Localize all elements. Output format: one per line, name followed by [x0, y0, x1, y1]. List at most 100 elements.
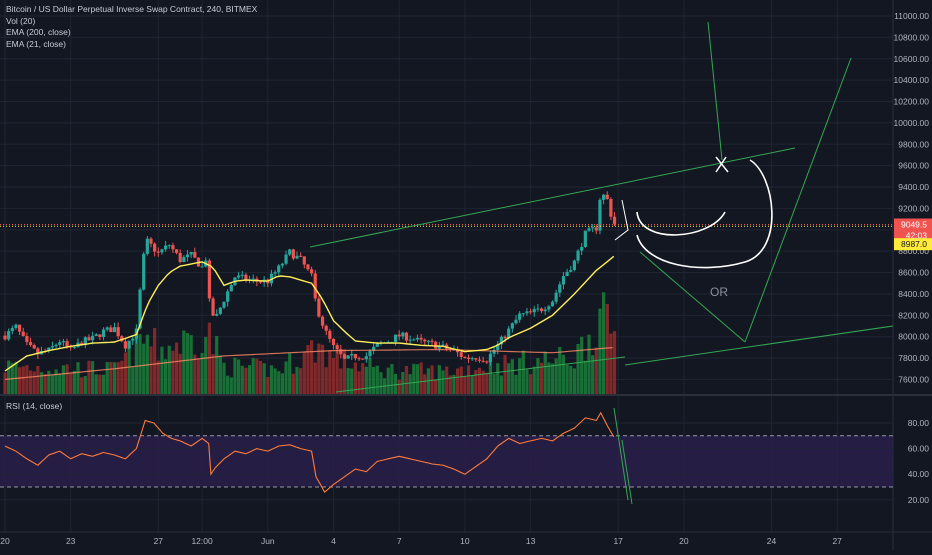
volume-bar: [123, 352, 128, 394]
candle-body: [32, 345, 36, 349]
volume-bar: [496, 363, 500, 394]
candle-body: [222, 301, 226, 308]
candle-body: [120, 336, 124, 342]
volume-bar: [185, 333, 190, 394]
volume-bar: [419, 362, 423, 394]
volume-bar: [98, 374, 102, 394]
volume-bar: [112, 362, 117, 394]
volume-bar: [284, 361, 288, 394]
candle-body: [112, 327, 117, 333]
candle-body: [295, 255, 299, 259]
volume-bar: [65, 364, 69, 394]
volume-bar: [372, 366, 376, 394]
candle-body: [171, 245, 175, 250]
price-tick-label: 10600.00: [894, 54, 930, 64]
volume-bar: [328, 350, 332, 394]
volume-bar: [72, 370, 76, 394]
candle-body: [357, 358, 361, 360]
candle-body: [423, 339, 427, 342]
volume-bar: [375, 365, 379, 394]
price-tick-label: 9600.00: [898, 161, 929, 171]
candle-body: [364, 356, 368, 360]
volume-bar: [463, 376, 467, 394]
candle-body: [280, 263, 284, 266]
indicator-vol[interactable]: Vol (20): [6, 15, 36, 26]
candle-body: [507, 328, 511, 339]
candle-body: [36, 348, 40, 355]
symbol-title[interactable]: Bitcoin / US Dollar Perpetual Inverse Sw…: [6, 4, 258, 14]
rsi-legend[interactable]: RSI (14, close): [6, 401, 63, 411]
candle-body: [602, 194, 606, 200]
volume-bar: [470, 375, 474, 394]
candle-body: [207, 260, 211, 299]
candle-body: [91, 335, 95, 341]
indicator-ema-21[interactable]: EMA (21, close): [6, 38, 66, 49]
volume-bar: [105, 362, 109, 394]
volume-bar: [514, 374, 518, 394]
volume-bar: [379, 372, 383, 394]
candle-body: [25, 336, 29, 343]
volume-bar: [335, 350, 339, 394]
candle-body: [569, 270, 573, 272]
price-tick-label: 8600.00: [898, 268, 929, 278]
candle-body: [342, 354, 347, 359]
candle-body: [240, 274, 244, 276]
price-tick-label: 7800.00: [898, 353, 929, 363]
candle-body: [474, 358, 478, 360]
volume-bar: [127, 341, 131, 394]
volume-bar: [43, 373, 47, 394]
candle-body: [441, 344, 445, 346]
candle-body: [404, 332, 409, 341]
price-tick-label: 10200.00: [894, 97, 930, 107]
candle-body: [499, 336, 503, 345]
volume-bar: [317, 343, 321, 394]
volume-bar: [350, 368, 354, 394]
volume-bar: [499, 375, 503, 394]
volume-bar: [412, 363, 416, 394]
candle-body: [609, 198, 613, 217]
chart-legend: Bitcoin / US Dollar Perpetual Inverse Sw…: [6, 4, 257, 50]
time-tick-label: 20: [679, 536, 689, 546]
volume-bar: [415, 364, 420, 394]
candle-body: [269, 273, 274, 284]
volume-bar: [109, 361, 113, 394]
volume-bar: [466, 365, 471, 394]
candle-body: [536, 308, 540, 310]
volume-bar: [481, 370, 485, 394]
candle-body: [200, 266, 204, 268]
volume-bar: [204, 336, 208, 394]
candle-body: [430, 340, 434, 342]
volume-bar: [50, 374, 55, 394]
ema-21-badge: [894, 238, 932, 251]
candle-body: [558, 284, 562, 293]
volume-bar: [561, 354, 566, 394]
candle-body: [182, 257, 186, 262]
rsi-drop-line-2: [613, 407, 629, 501]
volume-bar: [174, 342, 179, 394]
volume-bar: [507, 363, 511, 394]
volume-bar: [94, 374, 98, 394]
volume-bar: [255, 358, 259, 394]
annotation-or-label: OR: [710, 285, 728, 299]
volume-bar: [339, 368, 343, 394]
candle-body: [437, 345, 441, 349]
candle-body: [514, 319, 518, 324]
time-tick-label: 10: [460, 536, 470, 546]
volume-bar: [587, 334, 591, 394]
candle-body: [291, 249, 295, 259]
candle-body: [397, 334, 401, 337]
indicator-ema-200[interactable]: EMA (200, close): [6, 27, 71, 37]
volume-bar: [547, 362, 551, 394]
volume-bar: [39, 372, 44, 394]
volume-bar: [291, 373, 295, 394]
candle-body: [510, 323, 514, 329]
trendline-steep-target: [707, 21, 723, 161]
volume-bar: [525, 369, 529, 394]
candle-body: [215, 313, 219, 316]
trendline-upper-channel: [309, 147, 796, 248]
rsi-tick-label: 40.00: [908, 469, 930, 479]
volume-bar: [153, 327, 157, 394]
candle-body: [83, 337, 87, 346]
